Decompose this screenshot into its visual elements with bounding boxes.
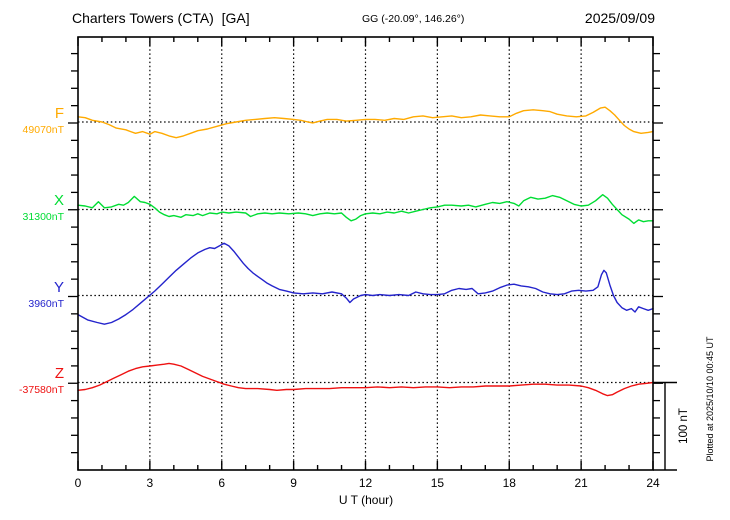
component-letter-F: F [54,105,64,122]
page-title: Charters Towers (CTA) [GA] [72,10,250,26]
component-letter-Y: Y [53,279,64,296]
component-label-F: F 49070nT [6,106,64,136]
x-axis-title: U T (hour) [338,493,394,507]
x-tick-label-6: 6 [218,476,226,490]
plotted-at-note: Plotted at 2025/10/10 00:45 UT [705,336,715,462]
x-tick-label-21: 21 [574,476,588,490]
x-tick-label-3: 3 [146,476,154,490]
component-value-Y: 3960nT [28,298,64,310]
x-tick-label-12: 12 [358,476,373,490]
component-value-F: 49070nT [22,124,64,136]
scale-bar-label: 100 nT [678,408,690,444]
component-value-X: 31300nT [22,211,64,223]
x-tick-label-0: 0 [74,476,82,490]
x-tick-label-15: 15 [430,476,445,490]
trace-Y [77,242,654,325]
x-tick-label-24: 24 [646,476,660,490]
component-label-Y: Y 3960nT [6,280,64,310]
trace-X [77,193,654,225]
component-letter-X: X [53,192,64,209]
observation-date: 2025/09/09 [584,10,655,26]
component-label-Z: Z -37580nT [6,366,64,396]
trace-Z [77,362,654,397]
component-value-Z: -37580nT [19,384,64,396]
plot-border [77,36,654,471]
trace-F [77,106,654,139]
geographic-coordinates: GG (-20.09°, 146.26°) [362,13,465,25]
x-tick-label-18: 18 [502,476,516,490]
component-label-X: X 31300nT [6,193,64,223]
x-tick-label-9: 9 [290,476,297,490]
component-letter-Z: Z [54,365,64,382]
